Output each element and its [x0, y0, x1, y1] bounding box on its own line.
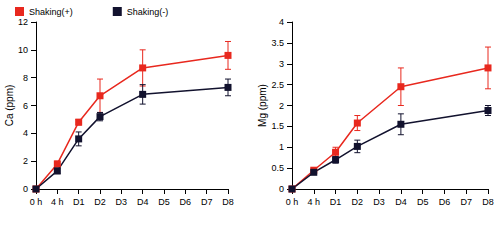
- svg-text:2.5: 2.5: [271, 80, 284, 90]
- svg-text:4: 4: [23, 128, 28, 138]
- svg-text:1: 1: [279, 142, 284, 152]
- svg-text:0.5: 0.5: [271, 163, 284, 173]
- svg-text:D2: D2: [352, 197, 364, 207]
- svg-text:0: 0: [23, 184, 28, 194]
- svg-text:D2: D2: [94, 197, 106, 207]
- svg-text:D8: D8: [482, 197, 494, 207]
- svg-text:1.5: 1.5: [271, 121, 284, 131]
- svg-text:D7: D7: [460, 197, 472, 207]
- svg-text:D5: D5: [158, 197, 170, 207]
- svg-text:6: 6: [23, 101, 28, 111]
- svg-text:D3: D3: [116, 197, 128, 207]
- svg-text:D4: D4: [137, 197, 149, 207]
- svg-text:0 h: 0 h: [30, 197, 43, 207]
- svg-text:4 h: 4 h: [308, 197, 321, 207]
- svg-text:Mg (ppm): Mg (ppm): [257, 84, 268, 127]
- svg-text:3.5: 3.5: [271, 38, 284, 48]
- svg-text:Shaking(-): Shaking(-): [127, 7, 169, 17]
- svg-text:2: 2: [23, 156, 28, 166]
- svg-text:D1: D1: [73, 197, 85, 207]
- svg-text:4: 4: [279, 17, 284, 27]
- svg-text:0: 0: [279, 184, 284, 194]
- svg-text:D3: D3: [373, 197, 385, 207]
- svg-text:Ca (ppm): Ca (ppm): [4, 85, 15, 127]
- svg-text:2: 2: [279, 101, 284, 111]
- svg-text:D5: D5: [417, 197, 429, 207]
- svg-text:D8: D8: [222, 197, 234, 207]
- svg-text:D1: D1: [330, 197, 342, 207]
- svg-text:4 h: 4 h: [51, 197, 64, 207]
- svg-text:10: 10: [18, 45, 28, 55]
- svg-text:Shaking(+): Shaking(+): [29, 7, 73, 17]
- svg-text:D6: D6: [180, 197, 192, 207]
- svg-text:3: 3: [279, 59, 284, 69]
- svg-text:12: 12: [18, 17, 28, 27]
- svg-text:8: 8: [23, 73, 28, 83]
- svg-text:D7: D7: [201, 197, 213, 207]
- svg-text:D6: D6: [439, 197, 451, 207]
- svg-text:D4: D4: [395, 197, 407, 207]
- svg-text:0 h: 0 h: [286, 197, 299, 207]
